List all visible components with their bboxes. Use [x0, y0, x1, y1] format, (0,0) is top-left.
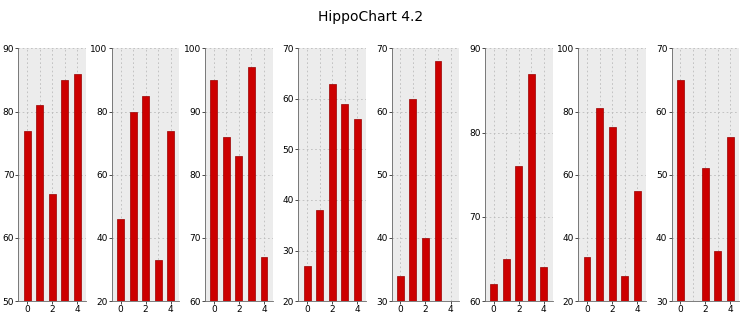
Bar — [397, 276, 404, 301]
Bar — [516, 166, 522, 301]
Bar — [248, 68, 255, 301]
Bar — [211, 80, 217, 301]
Bar — [36, 105, 43, 301]
Bar — [435, 61, 441, 301]
Bar — [715, 250, 721, 301]
Bar — [167, 131, 174, 301]
Bar — [117, 219, 124, 301]
Bar — [540, 267, 548, 301]
Bar — [410, 99, 416, 301]
Bar — [596, 108, 603, 301]
Bar — [583, 257, 591, 301]
Bar — [223, 137, 230, 301]
Bar — [490, 284, 497, 301]
Bar — [354, 119, 361, 301]
Bar — [677, 80, 683, 301]
Bar — [130, 112, 137, 301]
Bar — [329, 84, 335, 301]
Bar — [341, 104, 348, 301]
Bar — [316, 210, 323, 301]
Bar — [74, 74, 81, 301]
Bar — [621, 276, 628, 301]
Bar — [235, 156, 243, 301]
Bar — [142, 96, 149, 301]
Bar — [62, 80, 68, 301]
Bar — [702, 168, 709, 301]
Bar — [303, 266, 311, 301]
Bar — [24, 131, 30, 301]
Bar — [447, 301, 454, 317]
Bar — [260, 257, 267, 301]
Bar — [689, 301, 696, 317]
Bar — [727, 137, 734, 301]
Bar — [503, 259, 510, 301]
Bar — [49, 194, 56, 301]
Bar — [154, 260, 162, 301]
Bar — [528, 74, 535, 301]
Text: HippoChart 4.2: HippoChart 4.2 — [318, 10, 424, 23]
Bar — [634, 191, 640, 301]
Bar — [422, 238, 429, 301]
Bar — [608, 127, 616, 301]
